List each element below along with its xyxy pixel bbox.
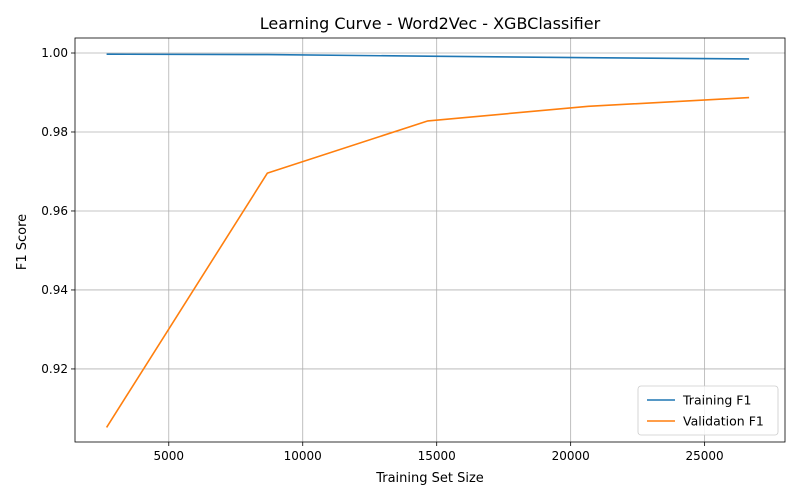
x-axis-label: Training Set Size — [375, 471, 484, 486]
axis-ticks: 5000 10000 15000 20000 25000 0.92 0.94 0.96 0.98… — [41, 46, 723, 463]
legend-label: Validation F1 — [683, 414, 764, 429]
training-f1-line — [106, 53, 750, 60]
plot-frame — [74, 37, 786, 443]
y-tick-label: 0.96 — [41, 204, 68, 218]
legend: Training F1 Validation F1 — [637, 385, 779, 436]
legend-label: Training F1 — [682, 393, 751, 408]
x-tick-label: 10000 — [284, 449, 322, 463]
y-tick-label: 0.92 — [41, 362, 68, 376]
x-tick-label: 20000 — [552, 449, 590, 463]
x-tick-label: 5000 — [154, 449, 185, 463]
chart-title: Learning Curve - Word2Vec - XGBClassifie… — [260, 14, 601, 33]
y-tick-label: 1.00 — [41, 46, 68, 60]
x-tick-label: 25000 — [686, 449, 724, 463]
legend-box — [637, 385, 779, 436]
validation-f1-line — [105, 96, 750, 428]
y-axis-label: F1 Score — [15, 214, 30, 270]
grid — [75, 38, 785, 442]
y-tick-label: 0.94 — [41, 283, 68, 297]
y-tick-label: 0.98 — [41, 125, 68, 139]
x-tick-label: 15000 — [418, 449, 456, 463]
series-lines — [105, 53, 750, 428]
